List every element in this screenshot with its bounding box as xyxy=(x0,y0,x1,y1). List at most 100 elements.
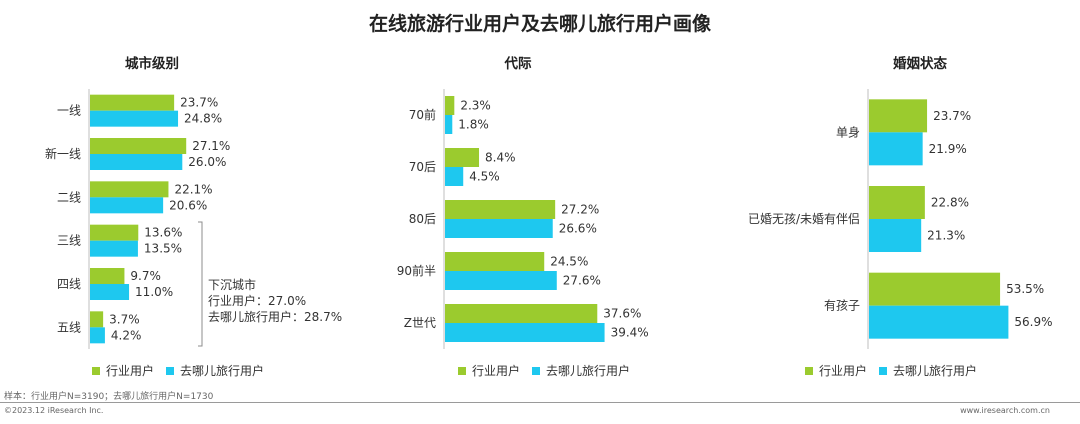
legend-label-qunar: 去哪儿旅行用户 xyxy=(546,364,631,378)
bar-qunar xyxy=(445,167,464,186)
data-label: 13.6% xyxy=(144,226,182,240)
legend-label-industry: 行业用户 xyxy=(472,364,521,378)
bar-qunar xyxy=(445,323,605,342)
legend-swatch-qunar xyxy=(879,366,888,375)
bar-qunar xyxy=(90,197,164,214)
category-tick-label: 新一线 xyxy=(45,146,81,161)
category-tick-label: 90前半 xyxy=(397,263,436,278)
data-label: 24.5% xyxy=(550,255,588,269)
category-tick-label: 80后 xyxy=(409,212,436,226)
bar-industry xyxy=(90,94,175,111)
legend-label-qunar: 去哪儿旅行用户 xyxy=(893,364,978,378)
category-tick-label: 有孩子 xyxy=(824,299,860,313)
data-label: 27.1% xyxy=(192,139,230,153)
chart-title-generation: 代际 xyxy=(504,56,532,72)
category-tick-label: 一线 xyxy=(57,104,81,118)
category-tick-label: 70前 xyxy=(409,107,436,122)
data-label: 23.7% xyxy=(180,96,218,110)
chart-title-marital-status: 婚姻状态 xyxy=(893,56,947,72)
bar-industry xyxy=(445,96,455,115)
data-label: 53.5% xyxy=(1006,282,1044,296)
bar-industry xyxy=(445,304,598,323)
data-label: 1.8% xyxy=(458,118,489,132)
data-label: 22.8% xyxy=(931,196,969,210)
data-label: 56.9% xyxy=(1014,315,1052,329)
category-tick-label: 四线 xyxy=(57,277,81,291)
bar-industry xyxy=(90,268,125,284)
legend-generation: 行业用户 去哪儿旅行用户 xyxy=(458,362,642,379)
data-label: 39.4% xyxy=(611,326,649,340)
category-tick-label: 单身 xyxy=(836,124,860,139)
data-label: 27.2% xyxy=(561,203,599,217)
legend-item-qunar: 去哪儿旅行用户 xyxy=(532,362,630,379)
bar-qunar xyxy=(445,219,553,238)
data-label: 23.7% xyxy=(933,109,971,123)
category-tick-label: 三线 xyxy=(57,234,81,248)
lower-tier-annotation: 下沉城市 行业用户：27.0% 去哪儿旅行用户：28.7% xyxy=(208,277,342,325)
bar-qunar xyxy=(90,154,183,170)
legend-swatch-qunar xyxy=(166,366,175,375)
data-label: 2.3% xyxy=(460,99,491,113)
bar-industry xyxy=(90,224,139,241)
category-tick-label: 已婚无孩/未婚有伴侣 xyxy=(748,211,860,226)
annotation-line-qunar: 去哪儿旅行用户：28.7% xyxy=(208,310,343,324)
data-label: 37.6% xyxy=(603,307,641,321)
legend-item-industry: 行业用户 xyxy=(458,362,520,379)
bar-qunar xyxy=(869,132,923,166)
legend-swatch-qunar xyxy=(532,366,541,375)
data-label: 24.8% xyxy=(184,112,222,126)
legend-label-industry: 行业用户 xyxy=(106,364,155,378)
bar-industry xyxy=(869,99,928,133)
footer-copyright: ©2023.12 iResearch Inc. xyxy=(4,406,104,415)
data-label: 20.6% xyxy=(169,198,207,212)
chart-title-city-tier: 城市级别 xyxy=(125,56,179,72)
bar-industry xyxy=(445,200,556,219)
bar-industry xyxy=(445,148,480,167)
page-title: 在线旅游行业用户及去哪儿旅行用户画像 xyxy=(368,13,711,35)
legend-swatch-industry xyxy=(805,366,813,375)
bar-qunar xyxy=(90,240,138,257)
bar-qunar xyxy=(445,271,557,290)
legend-city-tier: 行业用户 去哪儿旅行用户 xyxy=(92,362,276,379)
legend-swatch-industry xyxy=(92,366,100,375)
category-tick-label: 70后 xyxy=(409,160,436,174)
category-tick-label: Z世代 xyxy=(404,316,436,330)
legend-item-industry: 行业用户 xyxy=(92,362,154,379)
data-label: 13.5% xyxy=(144,242,182,256)
footer-url: www.iresearch.com.cn xyxy=(960,406,1050,415)
bar-qunar xyxy=(90,110,179,127)
bar-industry xyxy=(90,311,104,328)
data-label: 26.0% xyxy=(188,155,226,169)
bar-industry xyxy=(869,272,1001,306)
bar-qunar xyxy=(445,115,453,134)
category-tick-label: 五线 xyxy=(57,320,81,334)
footer-sample-note: 样本：行业用户N=3190；去哪儿旅行用户N=1730 xyxy=(4,392,214,402)
data-label: 27.6% xyxy=(563,274,601,288)
annotation-line-industry: 行业用户：27.0% xyxy=(208,294,307,308)
bar-qunar xyxy=(869,305,1009,339)
bar-industry xyxy=(445,252,545,271)
legend-label-industry: 行业用户 xyxy=(819,364,868,378)
bar-qunar xyxy=(90,284,130,300)
bar-industry xyxy=(90,138,187,154)
data-label: 8.4% xyxy=(485,151,516,165)
legend-item-qunar: 去哪儿旅行用户 xyxy=(879,362,977,379)
data-label: 4.2% xyxy=(111,328,142,342)
data-label: 21.3% xyxy=(927,229,965,243)
data-label: 26.6% xyxy=(559,222,597,236)
data-label: 22.1% xyxy=(174,182,212,196)
bar-qunar xyxy=(869,219,922,252)
annotation-line-title: 下沉城市 xyxy=(208,278,257,292)
data-label: 11.0% xyxy=(135,285,173,299)
legend-marital-status: 行业用户 去哪儿旅行用户 xyxy=(805,362,989,379)
legend-swatch-industry xyxy=(458,366,466,375)
bar-industry xyxy=(869,186,925,219)
legend-item-qunar: 去哪儿旅行用户 xyxy=(166,362,264,379)
data-label: 3.7% xyxy=(109,312,140,326)
data-label: 21.9% xyxy=(929,142,967,156)
lower-tier-bracket xyxy=(198,221,203,347)
legend-item-industry: 行业用户 xyxy=(805,362,867,379)
data-label: 4.5% xyxy=(469,170,500,184)
bar-industry xyxy=(90,181,169,198)
